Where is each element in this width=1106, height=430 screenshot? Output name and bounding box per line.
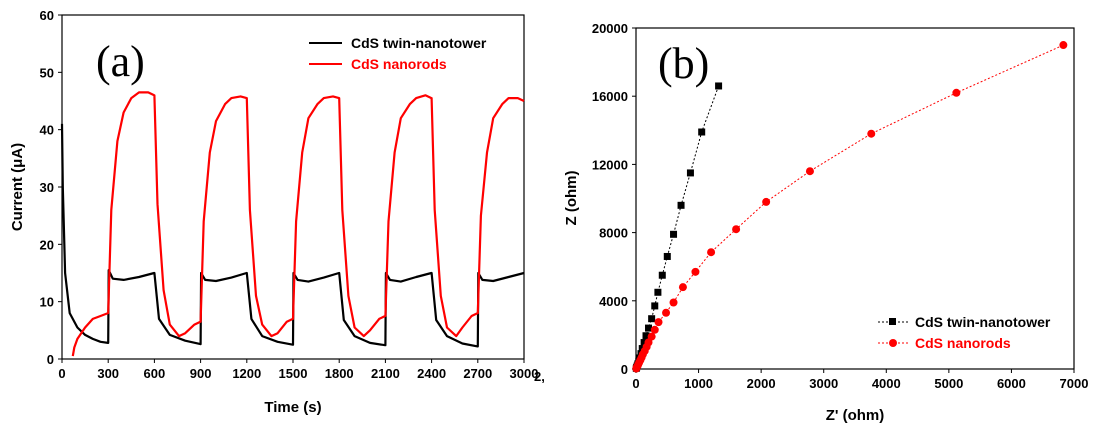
panel-a-y-tick-label: 40 xyxy=(40,123,54,138)
panel-b-series-0-point xyxy=(651,302,659,310)
panel-b-ticks: 0 1000 2000 3000 4000 5000 6000 7000 0 4000 8000 12… xyxy=(592,21,1089,391)
panel-b-legend-marker-0 xyxy=(889,318,896,325)
panel-b-series-1-point xyxy=(654,318,663,327)
panel-b-y-tick-label: 0 xyxy=(621,362,628,377)
panel-b-series-1-point xyxy=(805,167,814,176)
panel-b-series-0-point xyxy=(658,271,666,279)
panel-a-x-tick-label: 900 xyxy=(190,366,212,381)
panel-b-y-axis-label: Z (ohm) xyxy=(563,171,580,226)
panel-b-series-0-point xyxy=(670,230,678,238)
panel-b-series-1-point xyxy=(762,197,771,206)
panel-b-series-0-point xyxy=(648,315,656,323)
panel-a-label: (a) xyxy=(96,37,145,86)
panel-a-y-tick-label: 10 xyxy=(40,295,54,310)
panel-b-series-0-point xyxy=(642,332,650,340)
panel-a-legend-label-0: CdS twin-nanotower xyxy=(351,35,487,51)
panel-a-legend: CdS twin-nanotower CdS nanorods xyxy=(309,35,487,72)
panel-b-x-tick-label: 2000 xyxy=(747,376,776,391)
panel-a-y-axis-label: Current (μA) xyxy=(9,143,26,231)
panel-a-legend-label-1: CdS nanorods xyxy=(351,56,447,72)
panel-b-series-1-point xyxy=(732,225,741,234)
panel-b-series-0-point xyxy=(654,288,662,296)
panel-a-x-tick-label: 600 xyxy=(144,366,166,381)
panel-b-chart: 0 1000 2000 3000 4000 5000 6000 7000 0 4000 8000 12… xyxy=(563,21,1088,424)
panel-a-y-tick-label: 30 xyxy=(40,180,54,195)
panel-a-y-tick-label: 0 xyxy=(47,352,54,367)
panel-b-series-1-point xyxy=(691,267,700,276)
panel-b-series-0-point xyxy=(663,252,671,260)
panel-b-series-1-point xyxy=(707,248,716,257)
panel-a-y-tick-label: 50 xyxy=(40,65,54,80)
panel-b-series-1-point xyxy=(1059,41,1068,50)
panel-b-x-tick-label: 6000 xyxy=(997,376,1026,391)
panel-b-series-1-point xyxy=(647,332,656,341)
panel-b-series xyxy=(632,41,1068,373)
panel-b-series-0-point xyxy=(715,82,723,90)
panel-b-y-tick-label: 4000 xyxy=(599,294,628,309)
panel-b-series-1-point xyxy=(669,298,678,307)
panel-b-series-1-point xyxy=(952,88,961,97)
panel-b-label: (b) xyxy=(658,39,709,88)
panel-b-x-tick-label: 0 xyxy=(632,376,639,391)
panel-b-series-0-point xyxy=(645,324,653,332)
panel-a-series-line-1 xyxy=(71,91,525,357)
panel-b-series-1-point xyxy=(867,129,876,138)
panel-a-x-axis-label: Time (s) xyxy=(264,399,321,416)
panel-b-plot-frame xyxy=(635,27,1075,370)
panel-b-series-0-point xyxy=(640,339,648,347)
panel-b-legend-marker-1 xyxy=(889,339,897,347)
panel-b-x-tick-label: 7000 xyxy=(1060,376,1089,391)
panel-a-y-tick-label: 20 xyxy=(40,237,54,252)
panel-b-series-0-point xyxy=(677,201,685,209)
panel-b-y-tick-label: 16000 xyxy=(592,89,628,104)
panel-a-chart: 0 300 600 900 1200 1500 1800 2100 2400 2700 3000 0 1… xyxy=(9,8,545,416)
panel-a-x-tick-label: 3000 xyxy=(510,366,539,381)
panel-a-x-tick-label: 2100 xyxy=(371,366,400,381)
panel-a-series xyxy=(60,91,525,357)
panel-a-x-tick-label: 0 xyxy=(58,366,65,381)
panel-a-x-tick-label: 1200 xyxy=(232,366,261,381)
panel-a-ticks: 0 300 600 900 1200 1500 1800 2100 2400 2700 3000 0 1… xyxy=(40,8,539,381)
panel-b-series-1-point xyxy=(678,283,687,292)
panel-a-x-tick-label: 2700 xyxy=(463,366,492,381)
panel-a-stray-text: 2, xyxy=(534,369,545,384)
panel-a-x-tick-label: 1800 xyxy=(325,366,354,381)
panel-b-legend-label-1: CdS nanorods xyxy=(915,335,1011,351)
panel-b-x-axis-label: Z' (ohm) xyxy=(826,407,885,424)
panel-b-legend-label-0: CdS twin-nanotower xyxy=(915,314,1051,330)
panel-b-series-1-point xyxy=(650,325,659,334)
panel-a-x-tick-label: 2400 xyxy=(417,366,446,381)
panel-b-x-tick-label: 5000 xyxy=(934,376,963,391)
panel-b-y-tick-label: 8000 xyxy=(599,226,628,241)
panel-b-x-tick-label: 1000 xyxy=(684,376,713,391)
panel-b-legend: CdS twin-nanotower CdS nanorods xyxy=(878,314,1051,351)
panel-b-y-tick-label: 12000 xyxy=(592,157,628,172)
panel-a-x-tick-label: 300 xyxy=(97,366,119,381)
panel-b-series-0-point xyxy=(686,169,694,177)
panel-b-series-1-point xyxy=(662,308,671,317)
panel-b-y-tick-label: 20000 xyxy=(592,21,628,36)
panel-a-x-tick-label: 1500 xyxy=(279,366,308,381)
panel-b-x-tick-label: 3000 xyxy=(809,376,838,391)
panel-b-series-0-point xyxy=(698,128,706,136)
panel-b-x-tick-label: 4000 xyxy=(872,376,901,391)
panel-a-y-tick-label: 60 xyxy=(40,8,54,23)
